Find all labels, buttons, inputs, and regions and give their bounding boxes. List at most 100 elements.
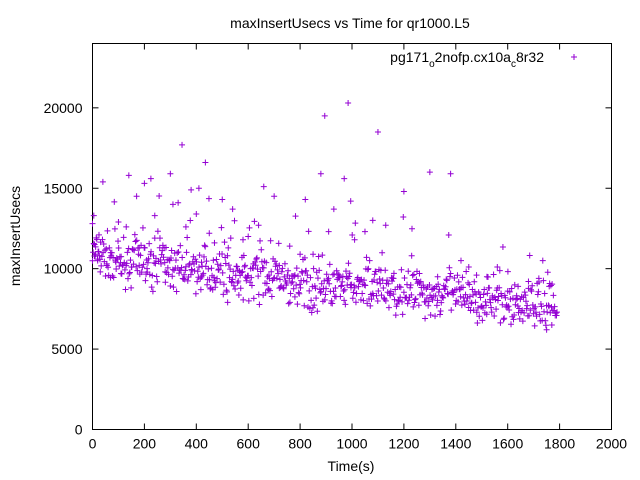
data-point <box>301 302 308 309</box>
data-point <box>314 275 321 282</box>
data-point <box>192 256 199 263</box>
data-point <box>412 295 419 302</box>
data-point <box>349 295 356 302</box>
data-point <box>219 251 226 258</box>
data-point <box>123 260 130 267</box>
data-point <box>364 300 371 307</box>
data-point <box>306 305 313 312</box>
data-point <box>194 268 201 275</box>
data-point <box>423 295 430 302</box>
data-point-outlier <box>92 251 99 258</box>
data-point <box>325 275 332 282</box>
data-point <box>545 302 552 309</box>
data-point <box>445 232 452 239</box>
data-point-outlier <box>543 326 550 333</box>
data-point <box>533 313 540 320</box>
data-point <box>400 289 407 296</box>
data-point <box>156 192 163 199</box>
data-point <box>303 267 310 274</box>
data-point <box>387 292 394 299</box>
data-point <box>337 283 344 290</box>
data-point <box>187 271 194 278</box>
data-point-outlier <box>123 223 130 230</box>
data-point-outlier <box>156 235 163 242</box>
data-point <box>448 307 455 314</box>
data-point <box>165 271 172 278</box>
data-point <box>488 304 495 311</box>
data-point <box>267 237 274 244</box>
data-point <box>437 308 444 315</box>
data-point <box>352 299 359 306</box>
data-point <box>379 249 386 256</box>
data-point <box>181 276 188 283</box>
data-point <box>365 265 372 272</box>
data-point <box>364 266 371 273</box>
data-point-outlier <box>535 275 542 282</box>
data-point <box>385 304 392 311</box>
data-point <box>217 279 224 286</box>
data-point <box>541 290 548 297</box>
data-point <box>200 270 207 277</box>
data-point-outlier <box>546 283 553 290</box>
data-point <box>271 258 278 265</box>
data-point <box>317 289 324 296</box>
data-point <box>222 260 229 267</box>
data-point <box>362 282 369 289</box>
data-point <box>173 288 180 295</box>
data-point <box>151 235 158 242</box>
data-point <box>186 262 193 269</box>
data-point <box>487 299 494 306</box>
data-point <box>447 270 454 277</box>
data-point <box>178 264 185 271</box>
data-point <box>480 291 487 298</box>
data-point <box>281 260 288 267</box>
data-point <box>284 272 291 279</box>
data-point <box>258 246 265 253</box>
data-point <box>425 298 432 305</box>
data-point <box>166 257 173 264</box>
data-point-outlier <box>136 244 143 251</box>
data-point <box>230 282 237 289</box>
data-point-outlier <box>447 170 454 177</box>
data-point <box>145 255 152 262</box>
data-point <box>93 234 100 241</box>
data-point <box>293 265 300 272</box>
data-point <box>122 286 129 293</box>
data-point <box>125 275 131 282</box>
data-point <box>476 313 483 320</box>
data-point-outlier <box>141 180 148 187</box>
data-point-outlier <box>265 272 272 279</box>
data-point <box>115 245 122 252</box>
data-point <box>167 282 174 289</box>
legend-label: pg171o2nofp.cx10ac8r32 <box>390 49 544 70</box>
data-point-outlier <box>167 170 174 177</box>
data-point <box>458 302 465 309</box>
data-point-outlier <box>240 236 247 243</box>
data-point <box>312 285 319 292</box>
data-point <box>95 248 102 255</box>
data-point-outlier <box>90 212 97 219</box>
data-point <box>225 262 232 269</box>
data-point <box>98 253 105 260</box>
data-point-outlier <box>504 288 511 295</box>
data-point <box>329 300 336 307</box>
data-point <box>451 274 458 281</box>
data-point <box>273 275 280 282</box>
data-point <box>432 313 439 320</box>
data-point <box>125 245 132 252</box>
data-point <box>118 253 125 260</box>
data-point <box>231 217 238 224</box>
data-point <box>110 274 117 281</box>
data-point-outlier <box>382 222 389 229</box>
data-point <box>329 271 336 278</box>
y-tick-label: 10000 <box>44 261 83 277</box>
data-point <box>295 273 302 280</box>
data-point <box>99 236 106 243</box>
data-point-outlier <box>345 100 352 107</box>
data-point <box>524 302 531 309</box>
data-point <box>471 278 478 285</box>
data-point <box>257 268 264 275</box>
data-point <box>373 292 380 299</box>
data-point <box>220 291 227 298</box>
data-point <box>351 284 358 291</box>
